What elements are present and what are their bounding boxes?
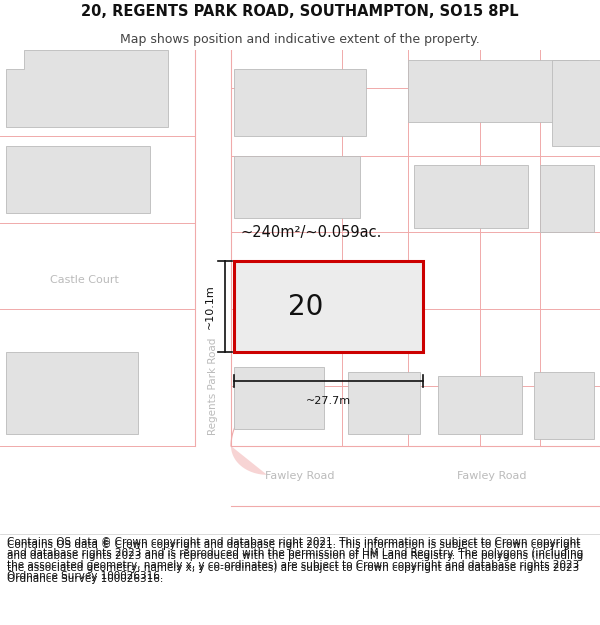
Bar bbox=[6, 146, 150, 213]
Text: ~240m²/~0.059ac.: ~240m²/~0.059ac. bbox=[240, 225, 382, 240]
Text: Fawley Road: Fawley Road bbox=[265, 471, 335, 481]
Bar bbox=[195, 446, 231, 506]
Bar bbox=[348, 372, 420, 434]
Polygon shape bbox=[6, 50, 168, 127]
Bar bbox=[408, 59, 588, 122]
Bar bbox=[552, 59, 600, 146]
Text: ~27.7m: ~27.7m bbox=[306, 396, 351, 406]
Text: ~10.1m: ~10.1m bbox=[205, 284, 215, 329]
Bar bbox=[234, 261, 423, 352]
Bar bbox=[438, 376, 522, 434]
Bar bbox=[195, 50, 231, 446]
Text: 20, REGENTS PARK ROAD, SOUTHAMPTON, SO15 8PL: 20, REGENTS PARK ROAD, SOUTHAMPTON, SO15… bbox=[81, 4, 519, 19]
Bar bbox=[195, 446, 600, 506]
Text: Fawley Road: Fawley Road bbox=[457, 471, 527, 481]
Text: Contains OS data © Crown copyright and database right 2021. This information is : Contains OS data © Crown copyright and d… bbox=[7, 537, 583, 581]
Text: Regents Park Road: Regents Park Road bbox=[208, 338, 218, 435]
Bar bbox=[234, 69, 366, 136]
Text: 20: 20 bbox=[288, 292, 323, 321]
Bar bbox=[534, 372, 594, 439]
Text: Contains OS data © Crown copyright and database right 2021. This information is : Contains OS data © Crown copyright and d… bbox=[7, 539, 583, 584]
Polygon shape bbox=[231, 446, 267, 475]
Bar bbox=[6, 352, 138, 434]
Text: Castle Court: Castle Court bbox=[50, 276, 118, 286]
Bar bbox=[540, 165, 594, 232]
Bar bbox=[234, 367, 324, 429]
Text: Map shows position and indicative extent of the property.: Map shows position and indicative extent… bbox=[120, 32, 480, 46]
Bar bbox=[414, 165, 528, 228]
Bar bbox=[234, 156, 360, 218]
